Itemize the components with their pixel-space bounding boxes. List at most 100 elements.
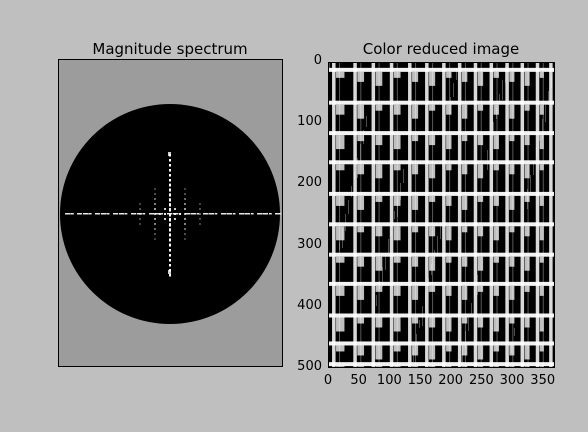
spectrum-dash	[227, 213, 232, 215]
image-glass-reflection	[429, 286, 435, 292]
spectrum-peak	[159, 213, 161, 215]
image-glass-reflection	[478, 257, 483, 271]
image-glass-reflection	[462, 366, 467, 367]
image-noise	[511, 342, 512, 353]
image-glass-reflection	[494, 135, 499, 149]
image-glass-reflection	[525, 105, 530, 111]
image-glass-reflection	[376, 345, 383, 359]
image-glass-reflection	[412, 317, 418, 323]
spectrum-peak	[184, 208, 186, 210]
spectrum-dash	[191, 213, 196, 215]
image-glass-reflection	[412, 226, 418, 232]
spectrum-peak	[169, 213, 171, 215]
image-glass-reflection	[412, 72, 418, 82]
spectrum-peak	[199, 203, 201, 205]
image-glass-reflection	[394, 105, 401, 115]
image-noise	[354, 172, 355, 180]
spectrum-peak	[139, 213, 141, 215]
y-tick-label: 500	[282, 359, 322, 374]
spectrum-peak	[184, 213, 186, 215]
spectrum-peak	[174, 213, 176, 215]
image-noise	[545, 105, 546, 122]
spectrum-peak	[169, 243, 171, 245]
spectrum-dash	[169, 264, 171, 267]
image-noise	[542, 119, 543, 139]
image-noise	[440, 222, 441, 239]
image-glass-reflection	[525, 317, 530, 327]
image-noise	[496, 108, 497, 119]
spectrum-peak	[169, 228, 171, 230]
image-glass-reflection	[462, 257, 467, 267]
spectrum-peak	[168, 152, 171, 156]
image-noise	[459, 359, 460, 367]
spectrum-dash	[65, 213, 71, 215]
image-glass-reflection	[446, 345, 451, 351]
image-glass-reflection	[429, 72, 435, 86]
spectrum-dash	[113, 213, 118, 215]
image-floor-band	[329, 362, 554, 366]
spectrum-peak	[139, 203, 141, 205]
image-glass-reflection	[412, 286, 418, 300]
spectrum-peak	[139, 208, 141, 210]
image-glass-reflection	[336, 196, 344, 206]
image-glass-reflection	[429, 257, 435, 271]
image-noise	[453, 83, 454, 97]
image-glass-reflection	[525, 135, 530, 145]
spectrum-peak	[154, 208, 156, 210]
image-column	[474, 63, 478, 367]
image-noise	[416, 334, 417, 345]
image-glass-reflection	[336, 164, 344, 170]
spectrum-peak	[199, 223, 201, 225]
image-glass-reflection	[540, 286, 544, 296]
spectrum-peak	[184, 193, 186, 195]
image-glass-reflection	[525, 72, 530, 86]
image-glass-reflection	[540, 72, 544, 78]
image-glass-reflection	[478, 164, 483, 178]
image-glass-reflection	[336, 366, 344, 367]
image-glass-reflection	[525, 286, 530, 292]
x-tick-label: 250	[466, 373, 496, 388]
image-glass-reflection	[376, 286, 383, 292]
image-glass-reflection	[429, 317, 435, 327]
image-noise	[465, 331, 466, 348]
image-glass-reflection	[336, 72, 344, 78]
image-glass-reflection	[394, 164, 401, 170]
spectrum-dash	[83, 213, 89, 215]
image-glass-reflection	[540, 257, 544, 263]
spectrum-peak	[199, 218, 201, 220]
image-noise	[428, 278, 429, 292]
image-noise	[342, 228, 343, 248]
magnitude-spectrum-plot	[59, 60, 282, 366]
image-glass-reflection	[525, 226, 530, 236]
color-reduced-image-axes	[328, 62, 555, 368]
image-glass-reflection	[446, 164, 451, 170]
image-glass-reflection	[525, 345, 530, 359]
image-noise	[536, 147, 537, 158]
image-glass-reflection	[494, 196, 499, 206]
spectrum-peak	[199, 208, 201, 210]
spectrum-dash	[131, 213, 136, 215]
image-glass-reflection	[336, 135, 344, 149]
x-tick-label: 200	[436, 373, 466, 388]
image-noise	[493, 122, 494, 136]
image-column	[332, 63, 336, 367]
image-glass-reflection	[429, 196, 435, 202]
magnitude-spectrum-title: Magnitude spectrum	[58, 40, 282, 58]
image-column	[408, 63, 412, 367]
spectrum-peak	[184, 198, 186, 200]
image-glass-reflection	[394, 286, 401, 296]
image-noise	[385, 253, 386, 270]
image-glass-reflection	[462, 164, 467, 174]
spectrum-dash	[169, 174, 171, 177]
spectrum-peak	[154, 193, 156, 195]
spectrum-dash	[169, 169, 171, 172]
image-glass-reflection	[478, 105, 483, 111]
image-glass-reflection	[336, 226, 344, 240]
image-glass-reflection	[412, 196, 418, 210]
image-glass-reflection	[429, 345, 435, 359]
image-glass-reflection	[509, 105, 514, 119]
image-glass-reflection	[376, 135, 383, 145]
image-glass-reflection	[478, 226, 483, 236]
image-noise	[388, 239, 389, 253]
y-tick-label: 400	[282, 298, 322, 313]
